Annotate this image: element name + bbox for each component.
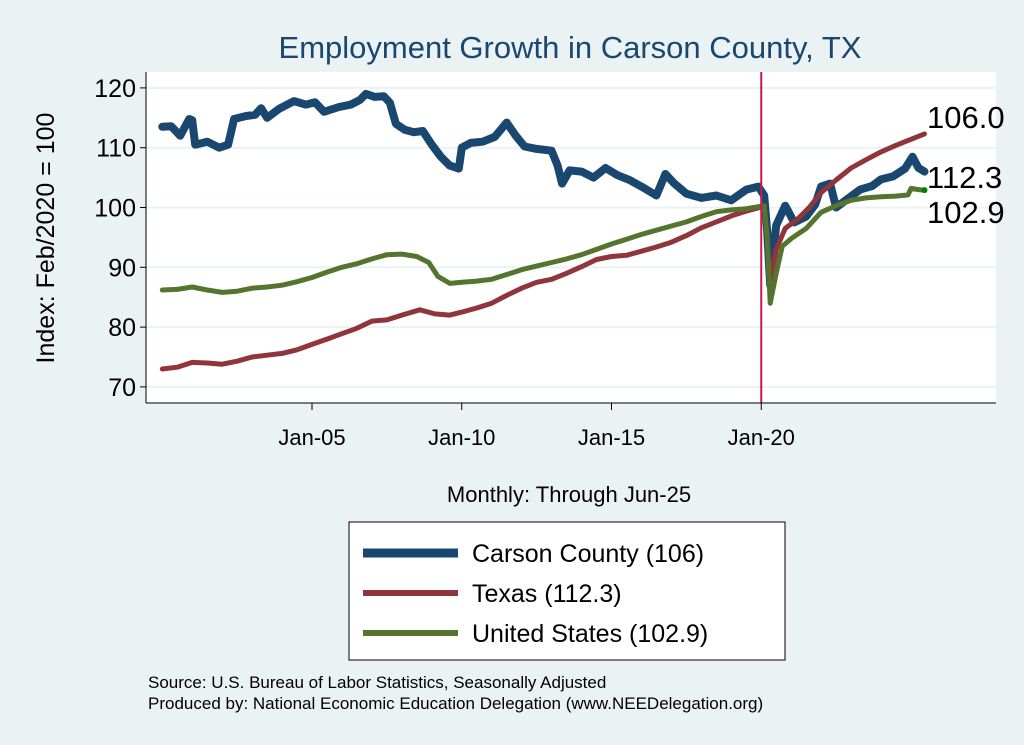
y-tick-label: 120: [94, 75, 136, 103]
y-tick-label: 110: [96, 135, 136, 163]
series-line-0: [158, 89, 929, 290]
legend: Carson County (106) Texas (112.3) United S…: [348, 521, 786, 661]
x-tick-label: Jan-15: [578, 425, 645, 450]
source-note: Source: U.S. Bureau of Labor Statistics,…: [148, 673, 606, 692]
legend-label: Texas (112.3): [472, 580, 622, 608]
y-tick-label: 70: [108, 374, 136, 402]
producer-note: Produced by: National Economic Education…: [148, 694, 763, 713]
y-tick-label: 80: [108, 314, 136, 342]
series-line-1: [159, 131, 927, 372]
end-value-label: 102.9: [927, 195, 1005, 230]
end-value-label: 112.3: [927, 160, 1002, 195]
legend-label: Carson County (106): [472, 540, 704, 568]
end-point-marker: [921, 187, 928, 194]
plot-area: [146, 72, 996, 403]
x-tick-label: Jan-05: [278, 425, 345, 450]
series-line-2: [159, 185, 927, 306]
x-tick-label: Jan-10: [428, 425, 495, 450]
chart-title: Employment Growth in Carson County, TX: [279, 30, 862, 65]
y-tick-label: 90: [108, 254, 136, 282]
end-value-label: 106.0: [927, 100, 1005, 135]
x-axis-label: Monthly: Through Jun-25: [447, 482, 691, 507]
legend-label: United States (102.9): [472, 620, 708, 648]
y-axis-label: Index: Feb/2020 = 100: [32, 113, 60, 364]
x-tick-label: Jan-20: [728, 425, 795, 450]
y-tick-label: 100: [94, 195, 136, 223]
